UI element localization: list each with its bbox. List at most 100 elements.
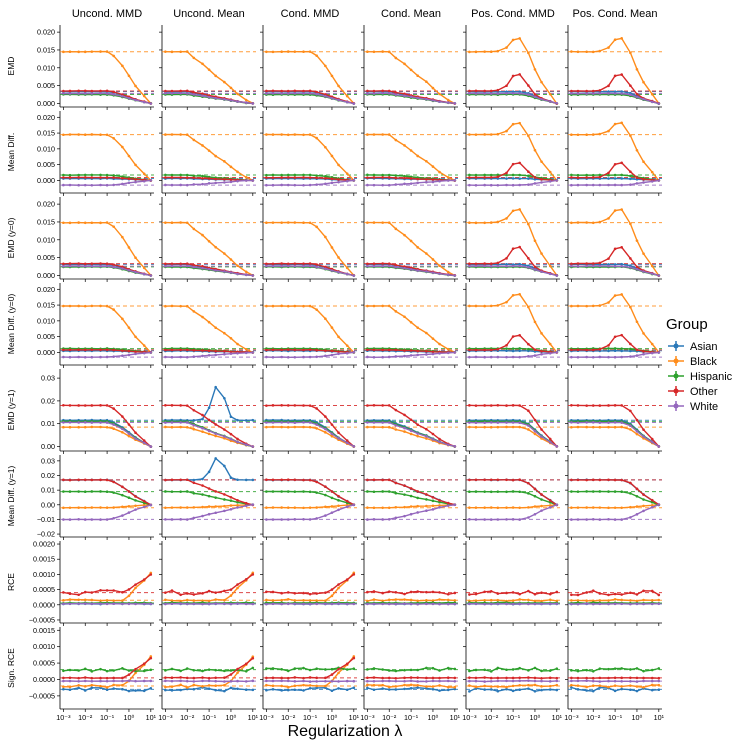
data-point xyxy=(548,342,552,346)
data-point xyxy=(236,342,239,346)
data-point xyxy=(308,425,312,429)
data-point xyxy=(629,84,632,87)
data-point xyxy=(207,589,211,593)
data-point xyxy=(271,602,275,606)
data-point xyxy=(68,592,72,595)
data-point xyxy=(372,676,376,679)
data-point xyxy=(192,423,196,427)
data-point xyxy=(650,668,654,672)
data-point xyxy=(607,685,610,689)
data-point xyxy=(302,490,305,493)
data-point xyxy=(337,431,340,434)
data-point xyxy=(576,679,580,683)
data-point xyxy=(381,683,384,687)
data-point xyxy=(496,478,500,482)
data-point xyxy=(511,173,515,177)
data-point xyxy=(629,222,632,226)
data-point xyxy=(635,348,639,352)
data-point xyxy=(409,432,413,436)
data-point xyxy=(657,503,661,506)
y-tick-label: 0.0005 xyxy=(33,585,55,594)
y-tick-label: 0.01 xyxy=(41,419,55,428)
data-point xyxy=(635,676,639,680)
data-point xyxy=(555,590,559,594)
data-point xyxy=(90,598,94,602)
data-point xyxy=(201,182,204,186)
data-point xyxy=(505,679,508,683)
data-point xyxy=(483,490,486,493)
data-point xyxy=(381,687,384,690)
data-point xyxy=(533,592,537,596)
data-point xyxy=(214,511,217,515)
data-point xyxy=(345,172,349,175)
data-point xyxy=(438,504,441,507)
data-point xyxy=(591,684,595,687)
data-point xyxy=(483,425,486,429)
data-point xyxy=(223,396,226,400)
data-point xyxy=(629,409,632,413)
data-point xyxy=(483,506,486,509)
data-point xyxy=(293,676,297,679)
data-point xyxy=(642,676,645,680)
data-point xyxy=(149,573,153,576)
data-point xyxy=(657,602,661,606)
data-point xyxy=(468,679,471,683)
data-point xyxy=(179,355,182,359)
series-line-black xyxy=(165,572,254,602)
data-point xyxy=(324,591,327,594)
data-point xyxy=(192,138,196,142)
data-point xyxy=(366,679,369,683)
data-point xyxy=(585,183,588,187)
data-point xyxy=(201,430,204,433)
data-point xyxy=(635,418,639,422)
data-point xyxy=(468,425,471,429)
data-point xyxy=(474,599,478,602)
data-point xyxy=(468,221,471,225)
data-point xyxy=(518,404,521,407)
data-point xyxy=(548,351,552,355)
data-point xyxy=(642,493,645,496)
data-point xyxy=(99,221,102,225)
data-point xyxy=(229,588,233,591)
data-point xyxy=(352,679,356,683)
data-point xyxy=(607,421,610,424)
data-point xyxy=(372,50,376,54)
data-point xyxy=(489,89,493,93)
row-label: Sign. RCE xyxy=(6,648,16,688)
data-point xyxy=(330,74,334,78)
x-tick-label: 10¹ xyxy=(349,713,360,722)
data-point xyxy=(62,602,65,606)
data-point xyxy=(505,355,508,359)
data-point xyxy=(77,421,80,424)
column-label: Pos. Cond. MMD xyxy=(471,8,555,20)
data-point xyxy=(164,490,167,493)
data-point xyxy=(468,593,471,596)
data-point xyxy=(540,498,543,501)
data-point xyxy=(409,683,413,687)
data-point xyxy=(236,671,239,675)
data-point xyxy=(425,177,428,181)
data-point xyxy=(192,492,196,495)
data-point xyxy=(315,176,318,180)
data-point xyxy=(540,97,543,101)
data-point xyxy=(409,512,413,516)
y-tick-label: 0.015 xyxy=(37,129,55,138)
data-point xyxy=(142,669,146,673)
data-point xyxy=(223,97,226,101)
legend-label-white: White xyxy=(690,401,718,413)
panel-6-2 xyxy=(159,455,256,540)
data-point xyxy=(635,495,639,498)
data-point xyxy=(381,304,384,308)
data-point xyxy=(642,669,645,673)
data-point xyxy=(372,490,376,494)
y-tick-label: 0.02 xyxy=(41,396,55,405)
data-point xyxy=(416,432,419,435)
data-point xyxy=(518,679,521,683)
data-point xyxy=(576,490,580,493)
data-point xyxy=(121,602,124,606)
data-point xyxy=(576,688,580,691)
data-point xyxy=(236,586,239,590)
data-point xyxy=(438,170,441,174)
data-point xyxy=(657,593,661,597)
data-point xyxy=(518,421,521,425)
